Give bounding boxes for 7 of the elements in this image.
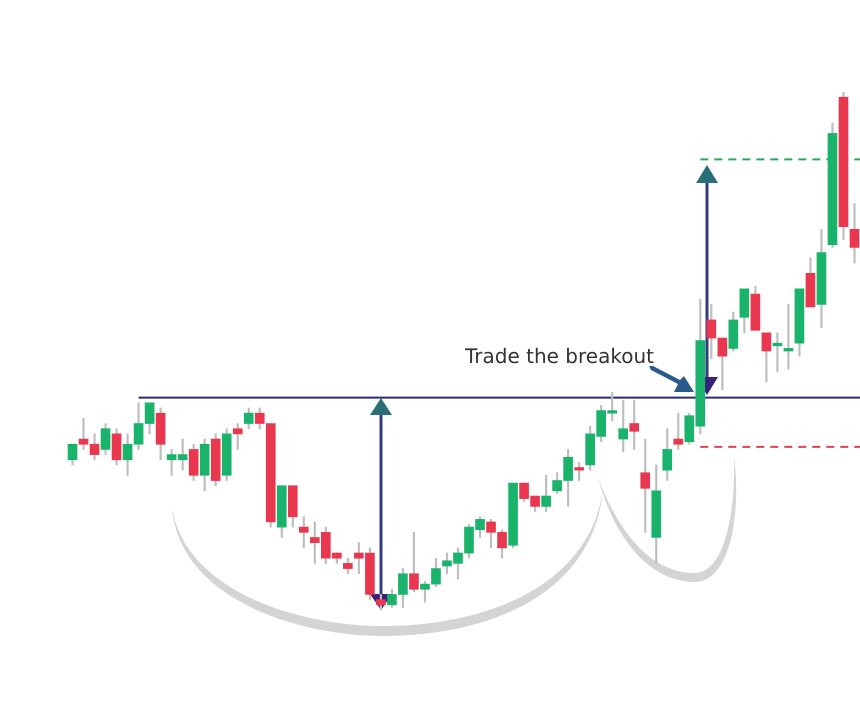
candlestick — [618, 400, 628, 452]
candlestick — [298, 516, 309, 548]
annotation: Trade the breakout — [464, 344, 654, 368]
candlestick — [673, 412, 684, 450]
candlestick — [629, 400, 640, 450]
candlestick — [232, 423, 243, 450]
candlestick — [640, 438, 650, 533]
